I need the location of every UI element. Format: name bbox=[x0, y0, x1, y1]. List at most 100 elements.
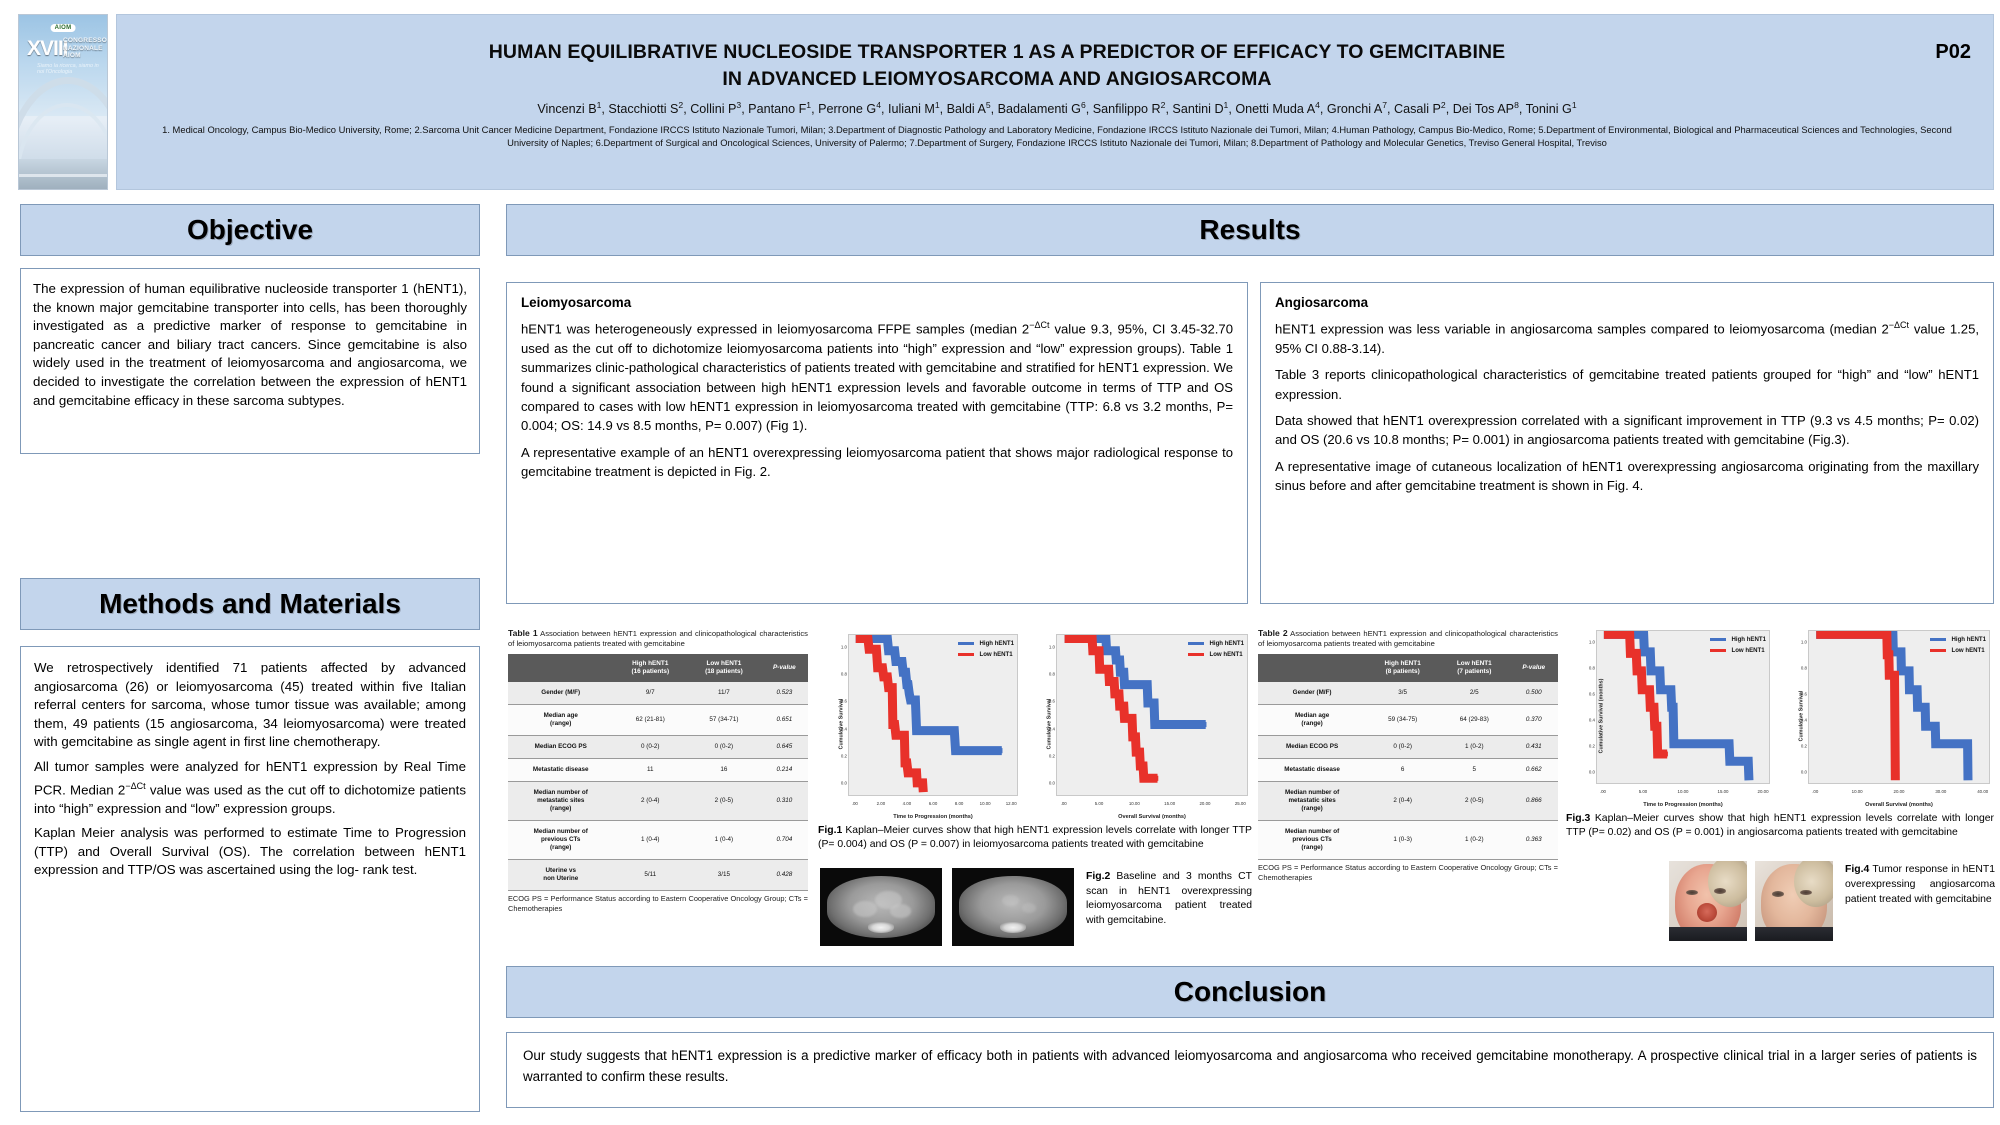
title-band: HUMAN EQUILIBRATIVE NUCLEOSIDE TRANSPORT… bbox=[116, 14, 1994, 190]
table-2: High hENT1 (8 patients) Low hENT1 (7 pat… bbox=[1258, 653, 1558, 860]
table-2-block: Table 2 Association between hENT1 expres… bbox=[1258, 628, 1558, 883]
methods-paragraph-3: Kaplan Meier analysis was performed to e… bbox=[34, 825, 466, 878]
table-row: Median age (range) 59 (34-75) 64 (29-83) 0.3… bbox=[1258, 704, 1558, 736]
table-cell-low-hent1: 1 (0-4) bbox=[687, 820, 761, 860]
table-1-col-low-sub: (18 patients) bbox=[705, 667, 743, 675]
table-cell-pvalue: 0.523 bbox=[760, 681, 808, 705]
chart-y-axis-ticks: 1.0 0.8 0.6 0.4 0.2 0.0 bbox=[1034, 634, 1056, 796]
table-2-col-low: Low hENT1 (7 patients) bbox=[1439, 653, 1510, 682]
table-cell-low-hent1: 3/15 bbox=[687, 859, 761, 891]
methods-paragraph-2: All tumor samples were analyzed for hENT… bbox=[34, 758, 466, 816]
table-cell-low-hent1: 1 (0-2) bbox=[1439, 820, 1510, 860]
chart-x-tick-label: 30.00 bbox=[1935, 789, 1947, 794]
chart-x-tick-label: 15.00 bbox=[1717, 789, 1729, 794]
table-1-head: High hENT1 (16 patients) Low hENT1 (18 p… bbox=[508, 653, 808, 682]
poster-code-badge: P02 bbox=[1935, 41, 1971, 63]
table-cell-characteristic: Median number of metastatic sites (range) bbox=[1258, 781, 1367, 821]
chart-y-tick-label: 0.6 bbox=[1800, 691, 1807, 697]
chart-svg bbox=[849, 635, 1003, 795]
chart-legend-label: Low hENT1 bbox=[1731, 647, 1765, 654]
ct-baseline-mass-3 bbox=[889, 904, 912, 919]
author-list: Vincenzi B1, Stacchiotti S2, Collini P3,… bbox=[537, 100, 1577, 117]
table-cell-pvalue: 0.651 bbox=[760, 704, 808, 736]
photo-before-eye-left bbox=[1686, 889, 1698, 896]
chart-x-tick-label: 10.00 bbox=[1677, 789, 1689, 794]
angiosarcoma-paragraph-3: Data showed that hENT1 overexpression co… bbox=[1275, 412, 1979, 448]
affiliation-list: 1. Medical Oncology, Campus Bio-Medico U… bbox=[162, 124, 1952, 149]
chart-x-tick-label: .00 bbox=[1599, 789, 1607, 794]
table-cell-pvalue: 0.866 bbox=[1509, 781, 1558, 821]
ct-followup-spine bbox=[1000, 921, 1026, 933]
logo-bridge-arch-icon bbox=[19, 77, 107, 181]
chart-x-tick-label: 10.00 bbox=[979, 801, 991, 806]
table-row: Median number of metastatic sites (range) 2… bbox=[1258, 781, 1558, 821]
figure-1-text: Kaplan–Meier curves show that high hENT1… bbox=[818, 825, 1252, 850]
table-1: High hENT1 (16 patients) Low hENT1 (18 p… bbox=[508, 653, 808, 891]
angiosarcoma-paragraph-2: Table 3 reports clinicopathological char… bbox=[1275, 367, 1979, 402]
table-cell-low-hent1: 2/5 bbox=[1439, 681, 1510, 705]
logo-bridge-road bbox=[19, 174, 107, 177]
table-cell-low-hent1: 2 (0-5) bbox=[687, 781, 761, 821]
chart-y-tick-label: 0.2 bbox=[1048, 753, 1055, 759]
table-cell-high-hent1: 11 bbox=[613, 758, 688, 782]
table-cell-low-hent1: 0 (0-2) bbox=[687, 735, 761, 759]
leiomyosarcoma-paragraph-2: A representative example of an hENT1 ove… bbox=[521, 444, 1233, 480]
poster-header: AIOM XVIII CONGRESSO NAZIONALE AIOM Siam… bbox=[0, 8, 2000, 198]
leiomyosarcoma-text: hENT1 was heterogeneously expressed in l… bbox=[521, 316, 1233, 482]
table-cell-high-hent1: 0 (0-2) bbox=[613, 735, 688, 759]
photo-after-eye-right bbox=[1800, 889, 1812, 896]
table-cell-characteristic: Median number of previous CTs (range) bbox=[508, 820, 614, 860]
chart-legend-label: High hENT1 bbox=[1951, 636, 1986, 643]
chart-x-tick-label: 5.00 bbox=[1094, 801, 1104, 806]
chart-legend-item: Low hENT1 bbox=[958, 651, 1014, 658]
chart-x-tick-label: 10.00 bbox=[1128, 801, 1140, 806]
table-cell-high-hent1: 2 (0-4) bbox=[1366, 781, 1440, 821]
chart-y-axis-ticks: 1.0 0.8 0.6 0.4 0.2 0.0 bbox=[1574, 630, 1596, 784]
table-1-header-row: High hENT1 (16 patients) Low hENT1 (18 p… bbox=[508, 653, 808, 682]
table-cell-pvalue: 0.214 bbox=[760, 758, 808, 782]
chart-y-axis-label: Cumulative Survival bbox=[838, 698, 845, 750]
table-1-col-high-sub: (16 patients) bbox=[631, 667, 670, 675]
table-cell-characteristic: Median number of metastatic sites (range) bbox=[508, 781, 614, 821]
kaplan-meier-chart-ttp-leiomyosarcoma: 1.0 0.8 0.6 0.4 0.2 0.0 .00 2.00 4.00 6.00 8.00 10.… bbox=[818, 626, 1022, 822]
chart-series-line bbox=[1065, 639, 1206, 725]
chart-y-tick-label: 1.0 bbox=[1048, 644, 1055, 650]
logo-congress-name: CONGRESSO NAZIONALE AIOM bbox=[63, 37, 108, 60]
chart-x-tick-label: .00 bbox=[1060, 801, 1067, 806]
table-cell-pvalue: 0.500 bbox=[1509, 681, 1558, 705]
table-cell-high-hent1: 6 bbox=[1366, 758, 1440, 782]
page-title: HUMAN EQUILIBRATIVE NUCLEOSIDE TRANSPORT… bbox=[237, 39, 1757, 93]
chart-y-tick-label: 0.4 bbox=[1588, 717, 1595, 723]
patient-photo-before-treatment bbox=[1669, 861, 1747, 941]
table-cell-characteristic: Median age (range) bbox=[1258, 704, 1367, 736]
chart-y-tick-label: 0.2 bbox=[1800, 743, 1807, 749]
table-cell-pvalue: 0.370 bbox=[1509, 704, 1558, 736]
table-cell-characteristic: Uterine vs non Uterine bbox=[508, 859, 614, 891]
chart-legend: High hENT1 Low hENT1 bbox=[1930, 636, 1986, 658]
methods-text: We retrospectively identified 71 patient… bbox=[34, 659, 466, 880]
chart-y-tick-label: 0.2 bbox=[840, 753, 847, 759]
section-header-conclusion: Conclusion bbox=[506, 966, 1994, 1018]
table-2-caption: Table 2 Association between hENT1 expres… bbox=[1258, 628, 1558, 650]
ct-scan-3-months-image bbox=[952, 868, 1074, 946]
leiomyosarcoma-paragraph-1: hENT1 was heterogeneously expressed in l… bbox=[521, 320, 1233, 434]
ct-scan-baseline-image bbox=[820, 868, 942, 946]
table-2-body: Gender (M/F) 3/5 2/5 0.500 Median age (range)… bbox=[1258, 681, 1558, 860]
chart-legend-swatch bbox=[958, 642, 975, 645]
table-cell-pvalue: 0.310 bbox=[760, 781, 808, 821]
table-cell-low-hent1: 5 bbox=[1439, 758, 1510, 782]
chart-y-tick-label: 0.6 bbox=[840, 698, 847, 704]
chart-y-tick-label: 0.2 bbox=[1588, 743, 1595, 749]
chart-x-axis-ticks: .00 10.00 20.00 30.00 40.00 bbox=[1808, 789, 1990, 797]
table-2-caption-text: Association between hENT1 expression and… bbox=[1258, 629, 1558, 649]
table-1-col-pvalue: P-value bbox=[760, 653, 808, 682]
table-cell-characteristic: Median ECOG PS bbox=[508, 735, 614, 759]
chart-legend: High hENT1 Low hENT1 bbox=[958, 640, 1014, 662]
chart-legend-label: High hENT1 bbox=[1209, 640, 1244, 647]
chart-x-axis-label: Time to Progression (months) bbox=[893, 814, 973, 820]
table-1-caption: Table 1 Association between hENT1 expres… bbox=[508, 628, 808, 650]
table-cell-pvalue: 0.704 bbox=[760, 820, 808, 860]
table-2-header-row: High hENT1 (8 patients) Low hENT1 (7 pat… bbox=[1258, 653, 1558, 682]
leiomyosarcoma-heading: Leiomyosarcoma bbox=[521, 295, 632, 310]
